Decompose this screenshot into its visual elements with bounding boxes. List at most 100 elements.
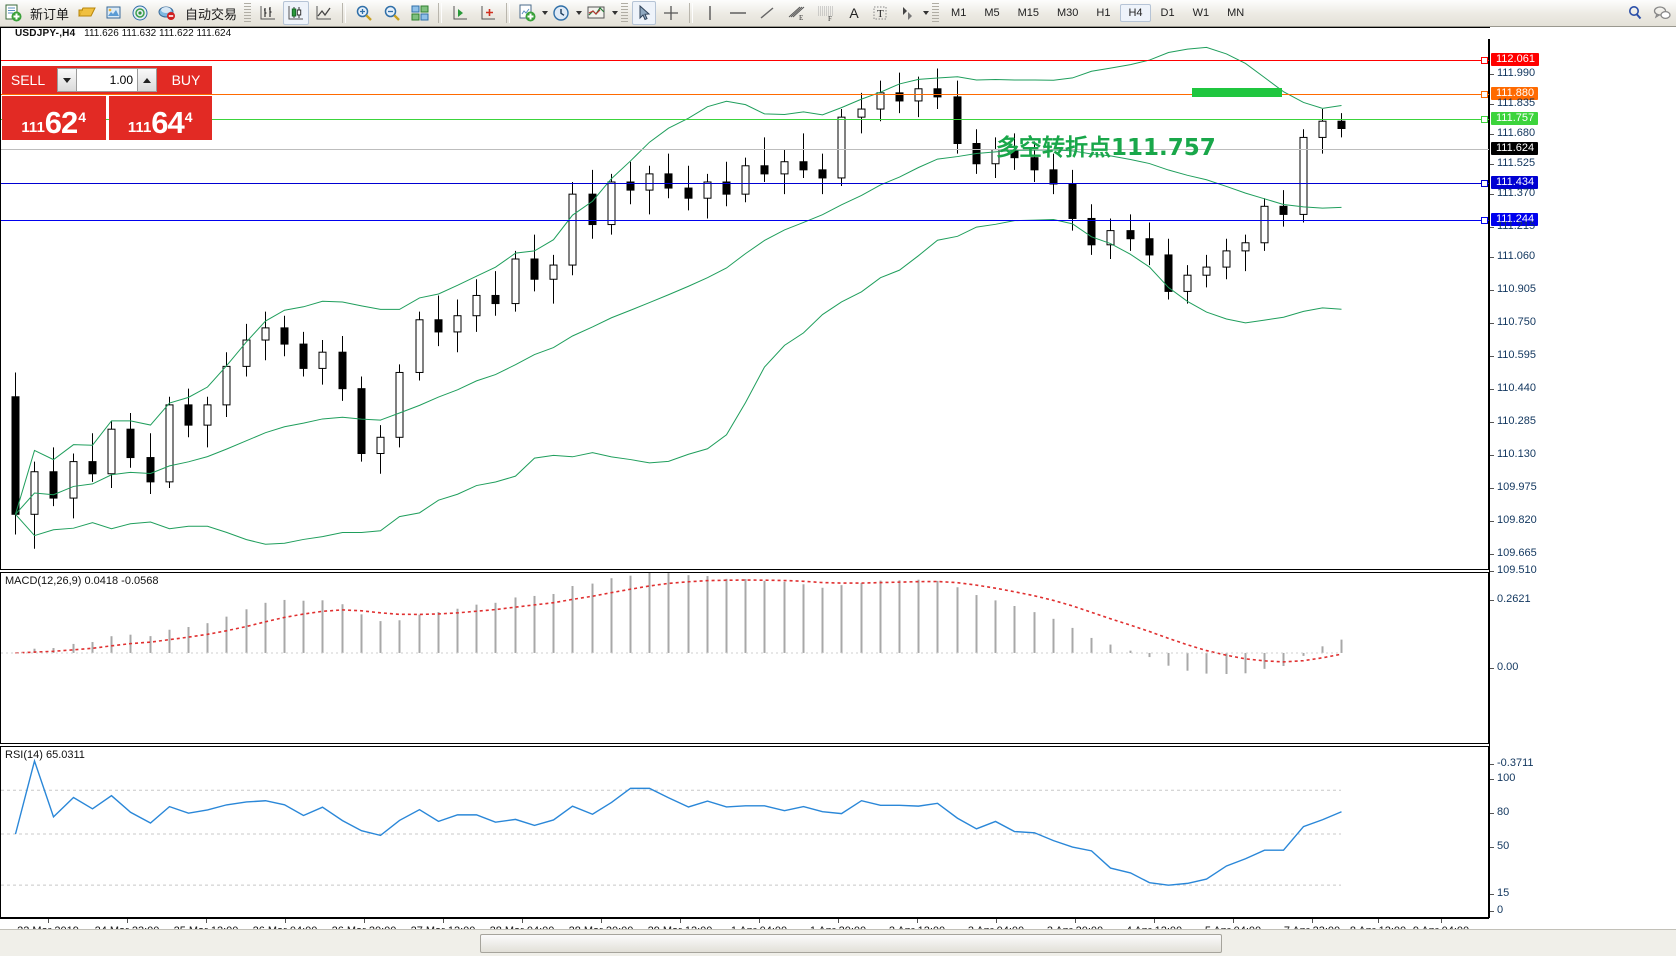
price-level-label[interactable]: 111.244 [1491,213,1539,226]
price-tick-label: 109.510 [1497,564,1537,576]
price-panel[interactable]: USDJPY-,H4 111.626 111.632 111.622 111.6… [0,27,1490,570]
price-level-handle[interactable] [1481,217,1488,224]
price-level-handle[interactable] [1481,116,1488,123]
indicator-tick-label: 0.2621 [1497,593,1531,605]
expert-advisor-icon[interactable] [154,1,180,25]
timeframe-m15[interactable]: M15 [1017,7,1039,19]
objects-icon[interactable] [475,1,501,25]
price-level-handle[interactable] [1481,57,1488,64]
axis-tick [1490,356,1494,357]
fibonacci-icon[interactable]: E [782,1,810,25]
volume-increment-button[interactable] [137,68,157,92]
crosshair-icon[interactable] [658,1,684,25]
search-icon[interactable] [1623,1,1647,25]
price-level-handle[interactable] [1481,180,1488,187]
zoom-in-icon[interactable] [351,1,377,25]
main-toolbar: 新订单 自动交易 [0,0,1676,27]
price-level-label[interactable]: 111.880 [1491,87,1539,100]
price-tick-label: 109.820 [1497,514,1537,526]
shapes-icon[interactable] [894,1,920,25]
macd-panel[interactable]: MACD(12,26,9) 0.0418 -0.0568 [0,572,1489,744]
price-level-label[interactable]: 111.434 [1491,176,1539,189]
price-tick-label: 110.130 [1497,448,1536,460]
time-tick [759,919,760,923]
chevron-down-icon[interactable] [612,11,619,15]
scrollbar-thumb[interactable] [480,934,1222,953]
horizontal-scrollbar[interactable] [0,929,1676,956]
price-level-line[interactable] [1,119,1490,120]
templates-icon[interactable] [583,1,609,25]
chevron-down-icon[interactable] [576,11,583,15]
fibonacci-fan-icon[interactable]: F [812,1,840,25]
zoom-out-icon[interactable] [379,1,405,25]
period-icon[interactable] [549,1,573,25]
timeframe-m30[interactable]: M30 [1057,7,1079,19]
price-tick-label: 110.595 [1497,349,1536,361]
time-tick [838,919,839,923]
profile-icon[interactable] [102,1,126,25]
price-level-line[interactable] [1,220,1490,221]
buy-price-cell[interactable]: 111 64 4 [108,96,212,140]
volume-stepper[interactable]: 1.00 [54,66,160,94]
axis-tick [1490,257,1494,258]
chat-icon[interactable] [1649,1,1675,25]
price-level-line[interactable] [1,183,1490,184]
price-tick-label: 111.835 [1497,97,1536,109]
candlestick-chart-icon[interactable] [283,1,310,25]
chevron-down-icon[interactable] [923,11,930,15]
chevron-down-icon [63,77,71,83]
timeframe-mn[interactable]: MN [1227,7,1245,19]
chart-area[interactable]: USDJPY-,H4 111.626 111.632 111.622 111.6… [0,27,1676,956]
volume-decrement-button[interactable] [57,68,77,92]
sell-price-cell[interactable]: 111 62 4 [2,96,106,140]
time-tick [1312,919,1313,923]
price-tick-label: 111.370 [1497,187,1536,199]
toolbar-grip[interactable] [244,3,252,23]
timeframe-h1[interactable]: H1 [1096,7,1111,19]
sell-button[interactable]: SELL [2,66,54,94]
time-tick [127,919,128,923]
timeframe-h4[interactable]: H4 [1120,4,1151,22]
toolbar-grip[interactable] [932,3,940,23]
line-chart-icon[interactable] [311,1,337,25]
timeframe-m5[interactable]: M5 [984,7,1000,19]
new-chart-icon[interactable] [515,1,539,25]
price-level-label[interactable]: 111.757 [1491,112,1539,125]
rsi-panel[interactable]: RSI(14) 65.0311 [0,746,1489,918]
timeframe-m1[interactable]: M1 [951,7,967,19]
navigator-icon[interactable] [128,1,152,25]
new-order-label[interactable]: 新订单 [30,6,70,22]
autotrade-label[interactable]: 自动交易 [185,6,238,22]
toolbar-grip[interactable] [621,3,629,23]
axis-tick [1490,911,1494,912]
timeframe-w1[interactable]: W1 [1192,7,1210,19]
folder-icon[interactable] [74,1,100,25]
text-label-icon[interactable]: T [868,1,892,25]
indicators-icon[interactable] [447,1,473,25]
cursor-icon[interactable] [632,1,657,25]
price-level-label[interactable]: 111.624 [1491,142,1539,155]
buy-price-prefix: 111 [127,119,152,136]
time-tick [1378,919,1379,923]
timeframe-d1[interactable]: D1 [1160,7,1175,19]
new-order-icon[interactable] [1,1,25,25]
price-level-label[interactable]: 112.061 [1491,53,1539,66]
vertical-line-icon[interactable] [698,1,722,25]
price-level-line[interactable] [1,60,1490,61]
volume-input[interactable]: 1.00 [77,68,137,92]
bar-chart-icon[interactable] [255,1,281,25]
text-icon[interactable]: A [849,5,859,21]
tile-windows-icon[interactable] [407,1,433,25]
price-axis[interactable]: 112.061 111.990 111.880 111.835 111.757 111.6… [1489,27,1676,918]
buy-button[interactable]: BUY [160,66,212,94]
time-tick [996,919,997,923]
one-click-trading-panel[interactable]: SELL 1.00 BUY 111 62 4 111 64 4 [2,66,212,140]
trend-line-icon[interactable] [754,1,780,25]
axis-tick [1490,779,1494,780]
price-level-line[interactable] [1,149,1490,150]
price-level-handle[interactable] [1481,91,1488,98]
horizontal-line-icon[interactable] [724,1,752,25]
price-tick-label: 111.060 [1497,250,1536,262]
price-level-line[interactable] [1,94,1490,95]
chevron-down-icon[interactable] [542,11,549,15]
